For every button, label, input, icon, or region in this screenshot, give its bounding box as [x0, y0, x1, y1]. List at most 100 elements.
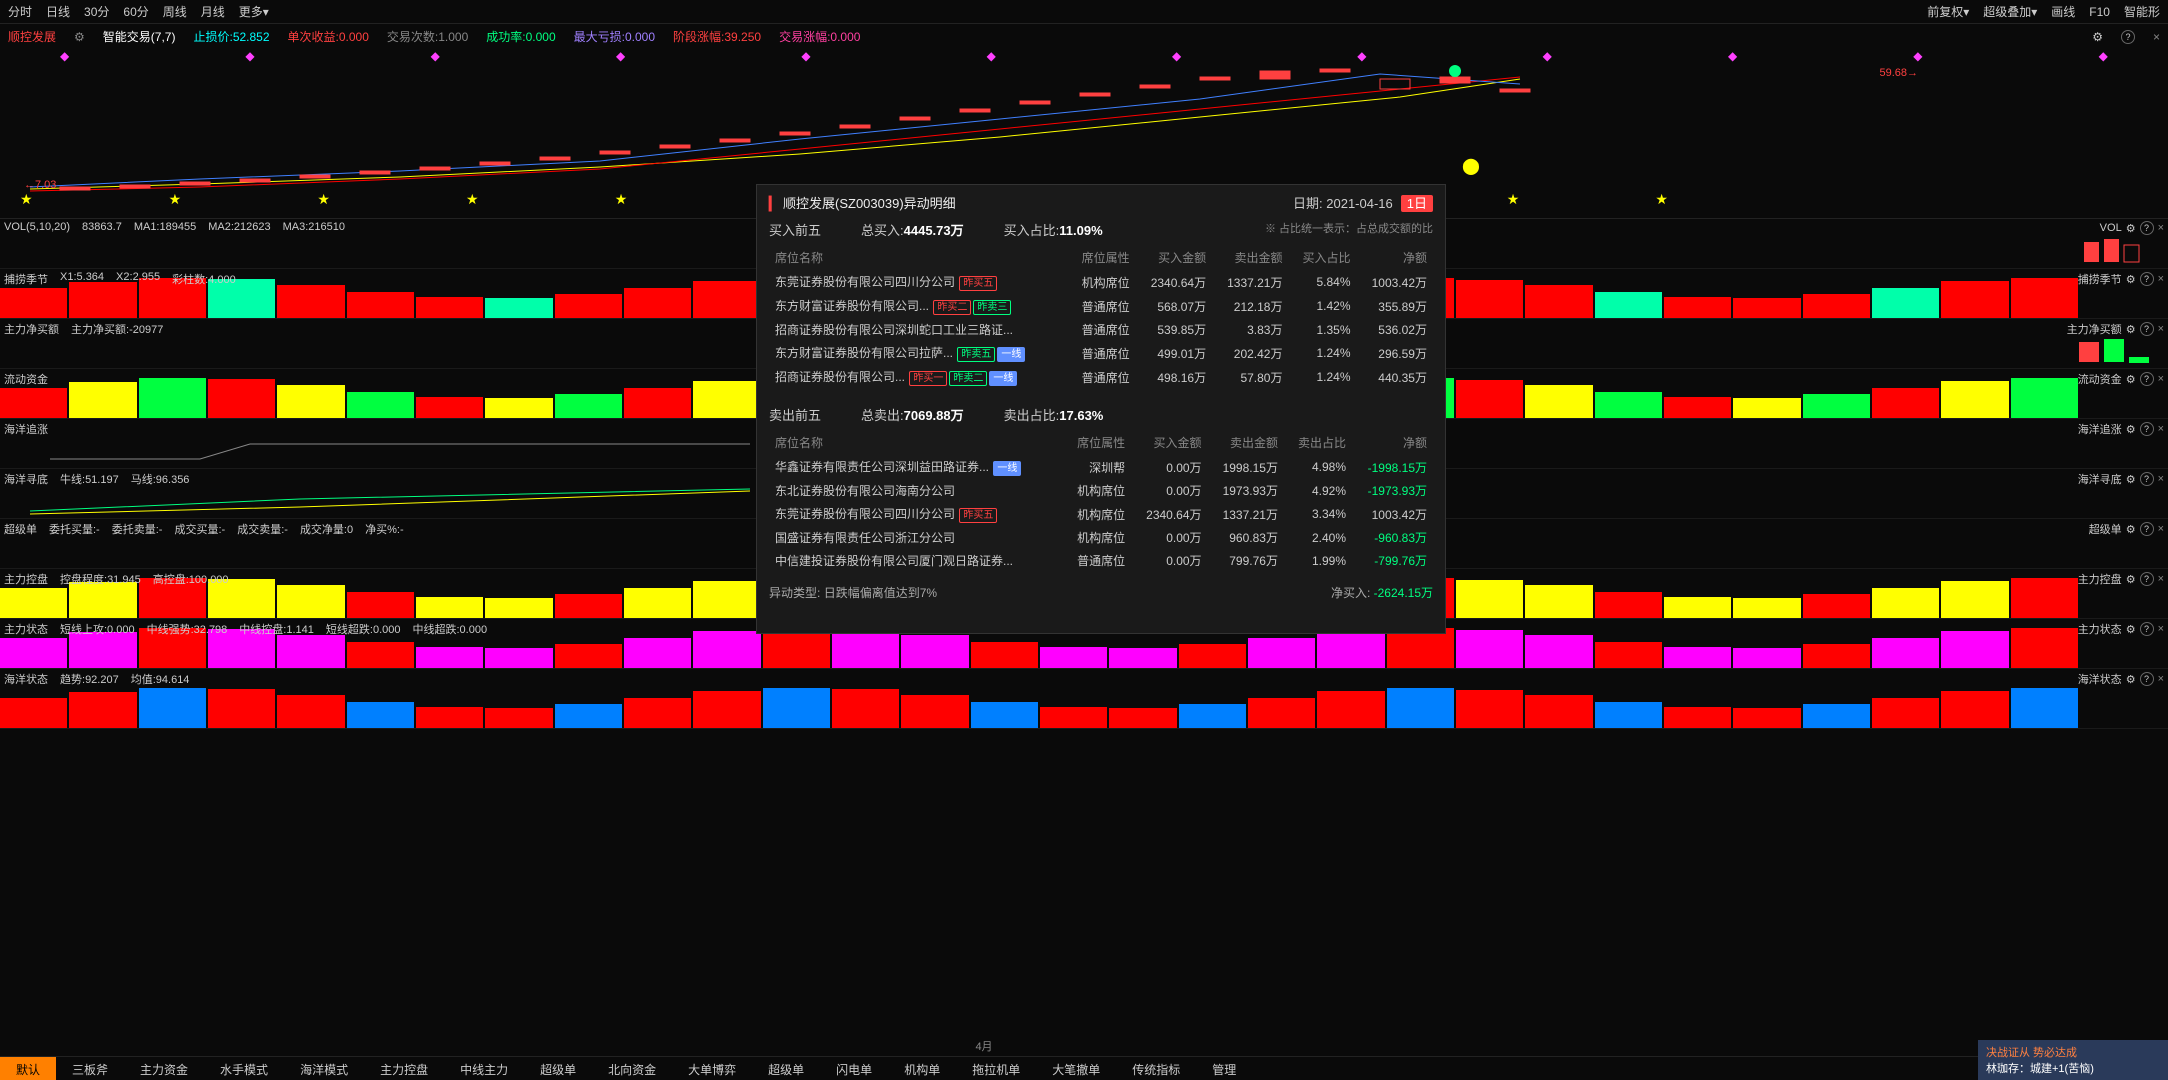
- bottom-tab[interactable]: 海洋模式: [284, 1057, 364, 1080]
- bottom-tab[interactable]: 北向资金: [592, 1057, 672, 1080]
- indicator-haiyang3[interactable]: 海洋状态 趋势:92.207 均值:94.614 海洋状态: [0, 669, 2168, 729]
- close-icon[interactable]: [2158, 323, 2164, 335]
- help-icon[interactable]: [2140, 272, 2154, 286]
- gear-icon[interactable]: [2126, 623, 2136, 636]
- price-low-label: ←7.03: [24, 179, 56, 191]
- vol-ma3: MA3:216510: [283, 221, 345, 233]
- sell-table: 席位名称席位属性买入金额卖出金额卖出占比净额 华鑫证券有限责任公司深圳益田路证券…: [769, 430, 1433, 572]
- table-row[interactable]: 东莞证券股份有限公司四川分公司 昨买五机构席位2340.64万1337.21万3…: [769, 502, 1433, 526]
- bottom-tab[interactable]: 大笔撤单: [1036, 1057, 1116, 1080]
- f10[interactable]: F10: [2089, 5, 2110, 19]
- close-icon[interactable]: [2158, 673, 2164, 685]
- table-row[interactable]: 东方财富证券股份有限公司... 昨买二昨卖三普通席位568.07万212.18万…: [769, 294, 1433, 318]
- win-lbl: 成功率:: [486, 30, 525, 44]
- bottom-tab[interactable]: 机构单: [888, 1057, 956, 1080]
- stock-name: 顺控发展: [8, 28, 56, 45]
- stop-lbl: 止损价:: [193, 30, 232, 44]
- gear-icon[interactable]: [2126, 273, 2136, 286]
- period-button[interactable]: 1日: [1401, 195, 1433, 212]
- seg-lbl: 阶段涨幅:: [673, 30, 724, 44]
- smart-shape[interactable]: 智能形: [2124, 3, 2160, 20]
- help-icon[interactable]: [2140, 322, 2154, 336]
- help-icon[interactable]: [2140, 522, 2154, 536]
- gear-icon[interactable]: [2126, 222, 2136, 235]
- table-row[interactable]: 招商证券股份有限公司深圳蛇口工业三路证... 普通席位539.85万3.83万1…: [769, 318, 1433, 341]
- buy-table: 席位名称席位属性买入金额卖出金额买入占比净额 东莞证券股份有限公司四川分公司 昨…: [769, 245, 1433, 389]
- stop-val: 52.852: [233, 30, 270, 44]
- help-icon[interactable]: [2140, 221, 2154, 235]
- tf-30m[interactable]: 30分: [84, 3, 109, 20]
- close-icon[interactable]: [2158, 373, 2164, 385]
- bottom-tab[interactable]: 水手模式: [204, 1057, 284, 1080]
- date-value: 2021-04-16: [1326, 196, 1393, 211]
- help-icon[interactable]: [2140, 672, 2154, 686]
- top-toolbar: 分时 日线 30分 60分 周线 月线 更多▾ 前复权▾ 超级叠加▾ 画线 F1…: [0, 0, 2168, 24]
- adj-mode[interactable]: 前复权▾: [1927, 3, 1969, 20]
- help-icon[interactable]: [2140, 622, 2154, 636]
- close-icon[interactable]: [2158, 222, 2164, 234]
- bottom-tab[interactable]: 主力资金: [124, 1057, 204, 1080]
- tr-val: 0.000: [830, 30, 860, 44]
- notification-corner[interactable]: 决战证从 势必达成 林珈存：城建+1(苦恼): [1978, 1040, 2168, 1080]
- close-icon[interactable]: [2153, 30, 2160, 44]
- overlay[interactable]: 超级叠加▾: [1983, 3, 2037, 20]
- draw-tool[interactable]: 画线: [2051, 3, 2075, 20]
- table-row[interactable]: 东方财富证券股份有限公司拉萨... 昨卖五一线普通席位499.01万202.42…: [769, 341, 1433, 365]
- table-row[interactable]: 中信建投证券股份有限公司厦门观日路证券... 普通席位0.00万799.76万1…: [769, 549, 1433, 572]
- diamond-icon: ◆: [60, 49, 69, 63]
- bottom-tab[interactable]: 大单博弈: [672, 1057, 752, 1080]
- notif-line2: 林珈存：城建+1(苦恼): [1986, 1060, 2160, 1076]
- sell-title: 卖出前五: [769, 405, 821, 424]
- tf-day[interactable]: 日线: [46, 3, 70, 20]
- bottom-tab[interactable]: 超级单: [752, 1057, 820, 1080]
- gear-icon[interactable]: [2126, 573, 2136, 586]
- bottom-tab[interactable]: 默认: [0, 1057, 56, 1080]
- top-markers: ◆◆◆◆◆◆◆◆◆◆◆◆: [60, 49, 2108, 63]
- dd-val: 0.000: [625, 30, 655, 44]
- bottom-tab[interactable]: 三板斧: [56, 1057, 124, 1080]
- toolbar-right: 前复权▾ 超级叠加▾ 画线 F10 智能形: [1927, 3, 2160, 20]
- bottom-tab[interactable]: 闪电单: [820, 1057, 888, 1080]
- close-icon[interactable]: [2158, 523, 2164, 535]
- gear-icon[interactable]: [2126, 373, 2136, 386]
- table-row[interactable]: 国盛证券有限责任公司浙江分公司 机构席位0.00万960.83万2.40%-96…: [769, 526, 1433, 549]
- stats-row: 顺控发展 智能交易(7,7) 止损价:52.852 单次收益:0.000 交易次…: [0, 24, 2168, 49]
- table-row[interactable]: 东北证券股份有限公司海南分公司 机构席位0.00万1973.93万4.92%-1…: [769, 479, 1433, 502]
- bottom-tab[interactable]: 超级单: [524, 1057, 592, 1080]
- help-icon[interactable]: [2140, 572, 2154, 586]
- gear-icon[interactable]: [2126, 673, 2136, 686]
- close-icon[interactable]: [2158, 573, 2164, 585]
- bottom-tabs: 默认三板斧主力资金水手模式海洋模式主力控盘中线主力超级单北向资金大单博弈超级单闪…: [0, 1056, 2168, 1080]
- panel-note: ※ 占比统一表示：占总成交额的比: [1265, 220, 1433, 239]
- help-icon[interactable]: [2140, 372, 2154, 386]
- tf-month[interactable]: 月线: [201, 3, 225, 20]
- bottom-tab[interactable]: 管理: [1196, 1057, 1252, 1080]
- tf-more[interactable]: 更多▾: [239, 3, 269, 20]
- table-row[interactable]: 东莞证券股份有限公司四川分公司 昨买五机构席位2340.64万1337.21万5…: [769, 270, 1433, 294]
- help-icon[interactable]: [2121, 29, 2135, 44]
- bottom-tab[interactable]: 拖拉机单: [956, 1057, 1036, 1080]
- vol-ma2: MA2:212623: [208, 221, 270, 233]
- tf-week[interactable]: 周线: [163, 3, 187, 20]
- close-icon[interactable]: [2158, 273, 2164, 285]
- cursor-icon: ⬤: [1462, 156, 1480, 176]
- ai-label: 智能交易(7,7): [103, 28, 176, 45]
- bottom-tab[interactable]: 中线主力: [444, 1057, 524, 1080]
- table-row[interactable]: 招商证券股份有限公司... 昨买一昨卖二一线普通席位498.16万57.80万1…: [769, 365, 1433, 389]
- bottom-tab[interactable]: 传统指标: [1116, 1057, 1196, 1080]
- gear-icon[interactable]: [2126, 323, 2136, 336]
- tr-lbl: 交易涨幅:: [779, 30, 830, 44]
- vol-val: 83863.7: [82, 221, 122, 233]
- gear-icon[interactable]: [2092, 30, 2103, 44]
- bottom-tab[interactable]: 主力控盘: [364, 1057, 444, 1080]
- gear-icon[interactable]: [2126, 523, 2136, 536]
- gear-icon[interactable]: [74, 30, 85, 44]
- panel-title: 顺控发展(SZ003039)异动明细: [783, 196, 956, 211]
- tf-tick[interactable]: 分时: [8, 3, 32, 20]
- tf-60m[interactable]: 60分: [123, 3, 148, 20]
- table-row[interactable]: 华鑫证券有限责任公司深圳益田路证券... 一线深圳帮0.00万1998.15万4…: [769, 455, 1433, 479]
- cnt-lbl: 交易次数:: [387, 30, 438, 44]
- close-icon[interactable]: [2158, 623, 2164, 635]
- vol-side: VOL: [2100, 222, 2122, 234]
- price-high-label: 59.68→: [1879, 67, 1918, 79]
